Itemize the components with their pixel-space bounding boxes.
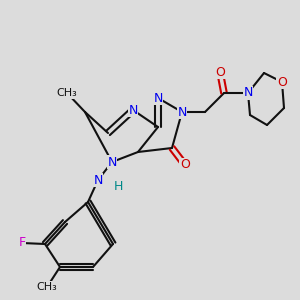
Text: O: O <box>215 65 225 79</box>
Text: CH₃: CH₃ <box>37 282 57 292</box>
Text: CH₃: CH₃ <box>57 88 77 98</box>
Text: N: N <box>128 103 138 116</box>
Text: O: O <box>277 76 287 88</box>
Text: O: O <box>180 158 190 172</box>
Text: N: N <box>153 92 163 104</box>
Text: H: H <box>113 179 123 193</box>
Text: N: N <box>177 106 187 118</box>
Text: N: N <box>93 173 103 187</box>
Text: F: F <box>18 236 26 250</box>
Text: N: N <box>243 86 253 100</box>
Text: N: N <box>107 155 117 169</box>
